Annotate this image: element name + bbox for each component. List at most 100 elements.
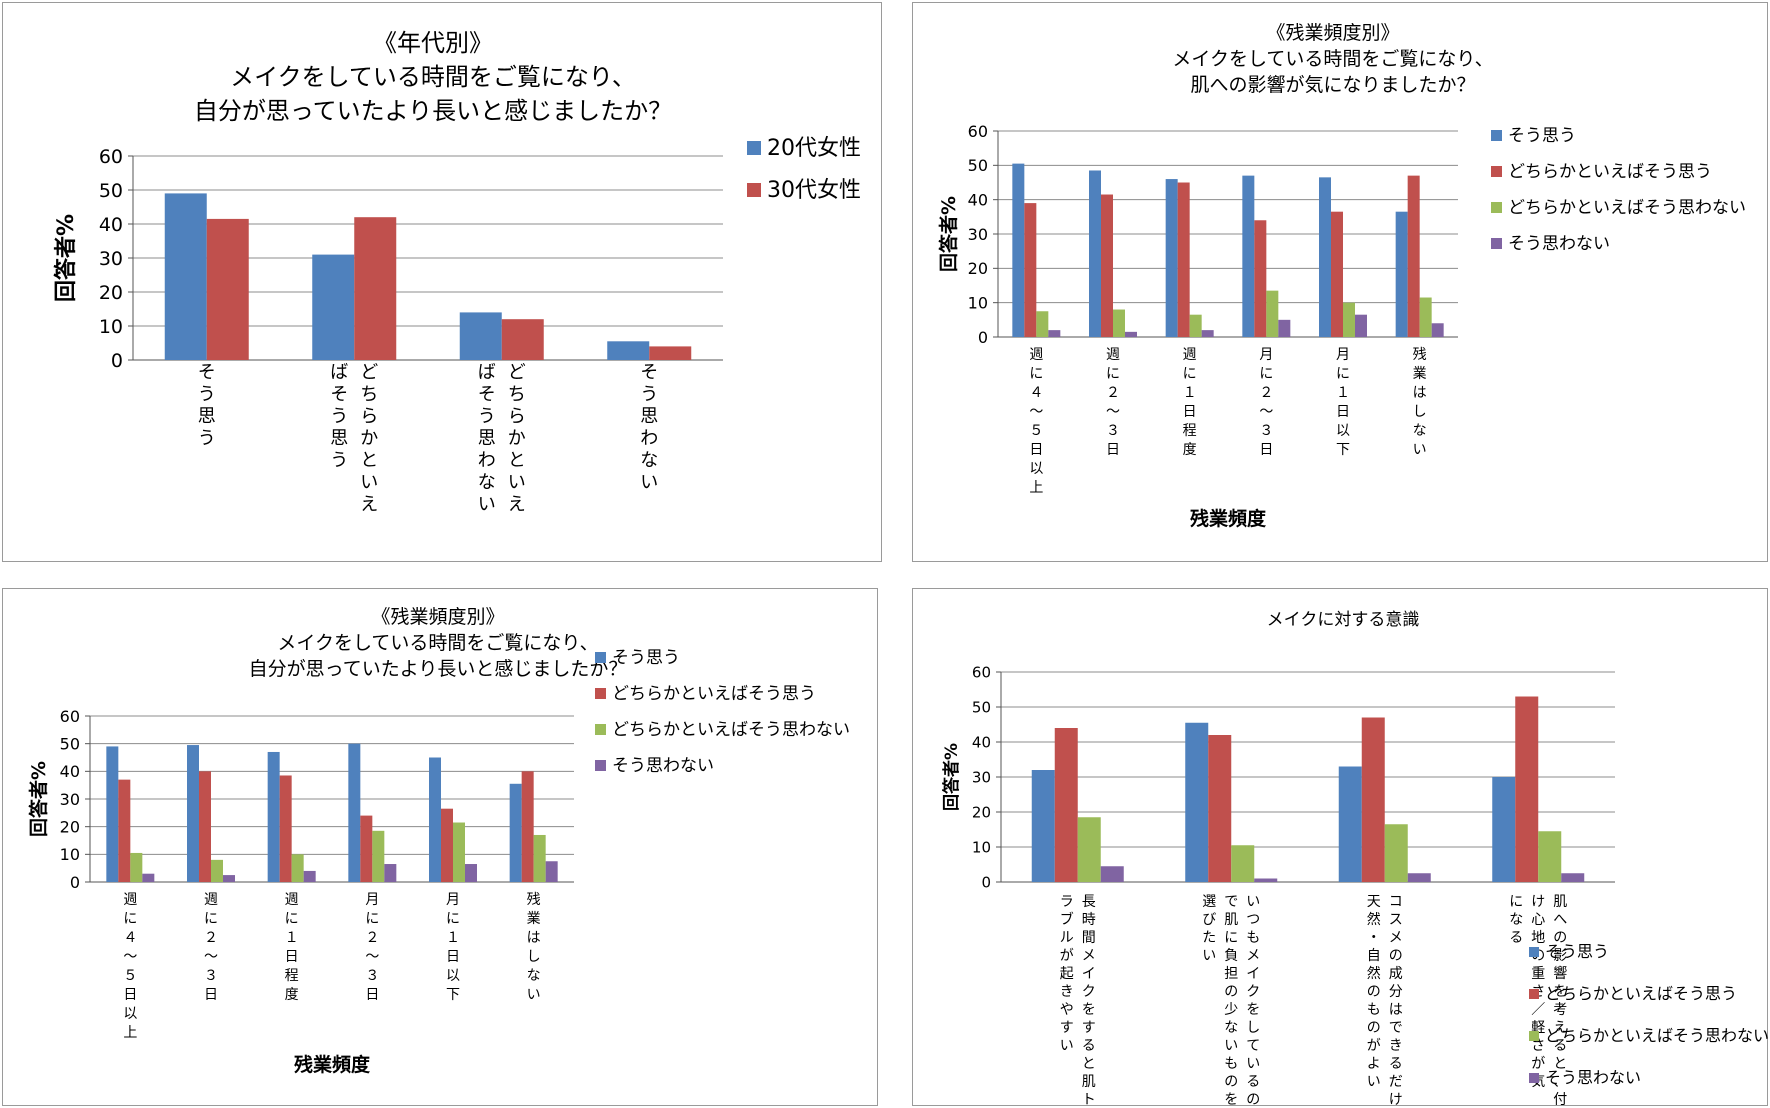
x-category-label: いつもメイクをしているの bbox=[1246, 894, 1260, 1107]
x-category-label: 天然・自然のものがよい bbox=[1367, 894, 1381, 1090]
y-tick-label: 20 bbox=[968, 259, 988, 278]
x-category-label: コスメの成分はできるだけ bbox=[1389, 894, 1403, 1107]
y-tick-label: 50 bbox=[60, 734, 80, 753]
y-tick-label: 60 bbox=[60, 707, 80, 726]
legend-swatch bbox=[1529, 1031, 1539, 1041]
chart-title-line: 自分が思っていたより長いと感じましたか？ bbox=[249, 658, 628, 680]
y-axis-label: 回答者% bbox=[27, 761, 50, 837]
y-tick-label: 60 bbox=[968, 122, 988, 141]
bar-3-4 bbox=[1266, 290, 1279, 337]
y-tick-label: 50 bbox=[99, 180, 123, 202]
y-tick-label: 30 bbox=[972, 768, 991, 786]
bar-4-3 bbox=[303, 870, 316, 882]
legend-label: どちらかといえばそう思わない bbox=[612, 720, 850, 740]
bar-3-1 bbox=[130, 852, 143, 882]
y-tick-label: 0 bbox=[111, 350, 123, 372]
bar-4-4 bbox=[1278, 319, 1291, 337]
legend-label: 30代女性 bbox=[767, 178, 861, 203]
bar-2-5 bbox=[1331, 211, 1343, 337]
legend-label: どちらかといえばそう思う bbox=[612, 684, 816, 704]
legend-swatch bbox=[1529, 947, 1539, 957]
legend-swatch bbox=[747, 141, 761, 155]
x-category-label: 週に４～５日以上 bbox=[1029, 347, 1043, 496]
x-category-label: 週に２～３日 bbox=[1106, 347, 1120, 458]
bar-2-6 bbox=[521, 771, 534, 882]
bar-3-1 bbox=[1077, 817, 1101, 882]
y-tick-label: 0 bbox=[978, 328, 988, 347]
x-category-label: になる bbox=[1509, 894, 1523, 946]
chart-overtime-skin-svg: 《残業頻度別》メイクをしている時間をご覧になり、肌への影響が気になりましたか？ 0… bbox=[937, 22, 1746, 530]
legend-swatch bbox=[595, 724, 606, 735]
chart-title-line: 《年代別》 bbox=[373, 29, 493, 57]
chart-title-line: 肌への影響が気になりましたか？ bbox=[1190, 74, 1475, 96]
y-tick-label: 0 bbox=[981, 873, 991, 891]
bar-1-1 bbox=[106, 746, 119, 882]
y-tick-label: 30 bbox=[60, 790, 80, 809]
bar-1-3 bbox=[1338, 766, 1362, 882]
legend-label: どちらかといえばそう思わない bbox=[1545, 1026, 1769, 1045]
bar-2-4 bbox=[1515, 696, 1539, 882]
bar-1-1 bbox=[164, 193, 207, 360]
legend-swatch bbox=[595, 760, 606, 771]
bar-3-3 bbox=[291, 854, 304, 882]
bar-4-6 bbox=[545, 861, 558, 882]
y-tick-label: 10 bbox=[972, 838, 991, 856]
bar-2-4 bbox=[649, 346, 692, 360]
y-tick-label: 60 bbox=[972, 663, 991, 681]
bar-1-3 bbox=[1165, 179, 1178, 337]
x-category-label: 残業はしない bbox=[1413, 347, 1427, 458]
x-category-label: 選びたい bbox=[1202, 894, 1216, 964]
bar-1-1 bbox=[1031, 770, 1055, 882]
bar-1-6 bbox=[509, 783, 522, 882]
chart-panel-makeup-awareness: メイクに対する意識 0 10 20 30 40 50 60 回答者% 長時間メイクをすると肌ト ラブ… bbox=[912, 588, 1769, 1107]
chart-title-line: 《残業頻度別》 bbox=[1266, 22, 1399, 44]
legend-swatch bbox=[1491, 202, 1502, 213]
legend-label: そう思わない bbox=[612, 756, 714, 776]
bar-1-5 bbox=[429, 757, 441, 882]
x-category-label: 週に１日程度 bbox=[285, 892, 299, 1003]
legend-label: そう思わない bbox=[1508, 234, 1610, 254]
bar-2-4 bbox=[360, 815, 373, 882]
bar-4-3 bbox=[1201, 330, 1214, 337]
bar-4-1 bbox=[1048, 330, 1061, 337]
chart-panel-age: 《年代別》 メイクをしている時間をご覧になり、 自分が思っていたより長いと感じました… bbox=[2, 2, 882, 562]
y-tick-label: 20 bbox=[972, 803, 991, 821]
bar-2-2 bbox=[1101, 194, 1113, 337]
y-tick-label: 0 bbox=[70, 873, 80, 892]
bar-4-2 bbox=[1254, 878, 1278, 882]
bar-4-6 bbox=[1431, 323, 1444, 337]
bar-2-1 bbox=[1054, 728, 1078, 882]
legend-swatch bbox=[747, 183, 761, 197]
chart-title-line: メイクをしている時間をご覧になり、 bbox=[277, 632, 598, 654]
y-tick-label: 20 bbox=[60, 817, 80, 836]
y-tick-label: 50 bbox=[968, 156, 988, 175]
bar-1-5 bbox=[1319, 177, 1331, 337]
bar-3-3 bbox=[1384, 824, 1408, 882]
legend-label: そう思う bbox=[1545, 942, 1609, 961]
bar-2-6 bbox=[1407, 175, 1420, 337]
y-tick-label: 40 bbox=[972, 733, 991, 751]
bar-4-5 bbox=[465, 864, 477, 882]
y-tick-label: 30 bbox=[99, 248, 123, 270]
bar-3-4 bbox=[1538, 831, 1562, 882]
bar-1-6 bbox=[1395, 211, 1408, 337]
bar-2-2 bbox=[199, 771, 211, 882]
bar-2-1 bbox=[1024, 203, 1037, 337]
bar-4-4 bbox=[1561, 873, 1585, 882]
bar-2-2 bbox=[1208, 735, 1232, 882]
bar-1-2 bbox=[187, 745, 199, 882]
y-tick-label: 60 bbox=[99, 146, 123, 168]
x-category-label: 月に１日以下 bbox=[1336, 347, 1350, 458]
legend-swatch bbox=[1491, 238, 1502, 249]
bar-2-4 bbox=[1254, 220, 1267, 337]
y-tick-label: 30 bbox=[968, 225, 988, 244]
x-category-label: 月に２～３日 bbox=[1259, 347, 1273, 458]
x-category-label: ばそう思う bbox=[330, 362, 348, 471]
bar-1-1 bbox=[1012, 163, 1025, 337]
x-category-label: ラブルが起きやすい bbox=[1060, 894, 1074, 1054]
legend-label: そう思う bbox=[612, 648, 680, 668]
bar-4-1 bbox=[1100, 866, 1124, 882]
chart-title-line: 《残業頻度別》 bbox=[371, 606, 504, 628]
bar-1-2 bbox=[1089, 170, 1101, 337]
y-tick-label: 40 bbox=[968, 190, 988, 209]
